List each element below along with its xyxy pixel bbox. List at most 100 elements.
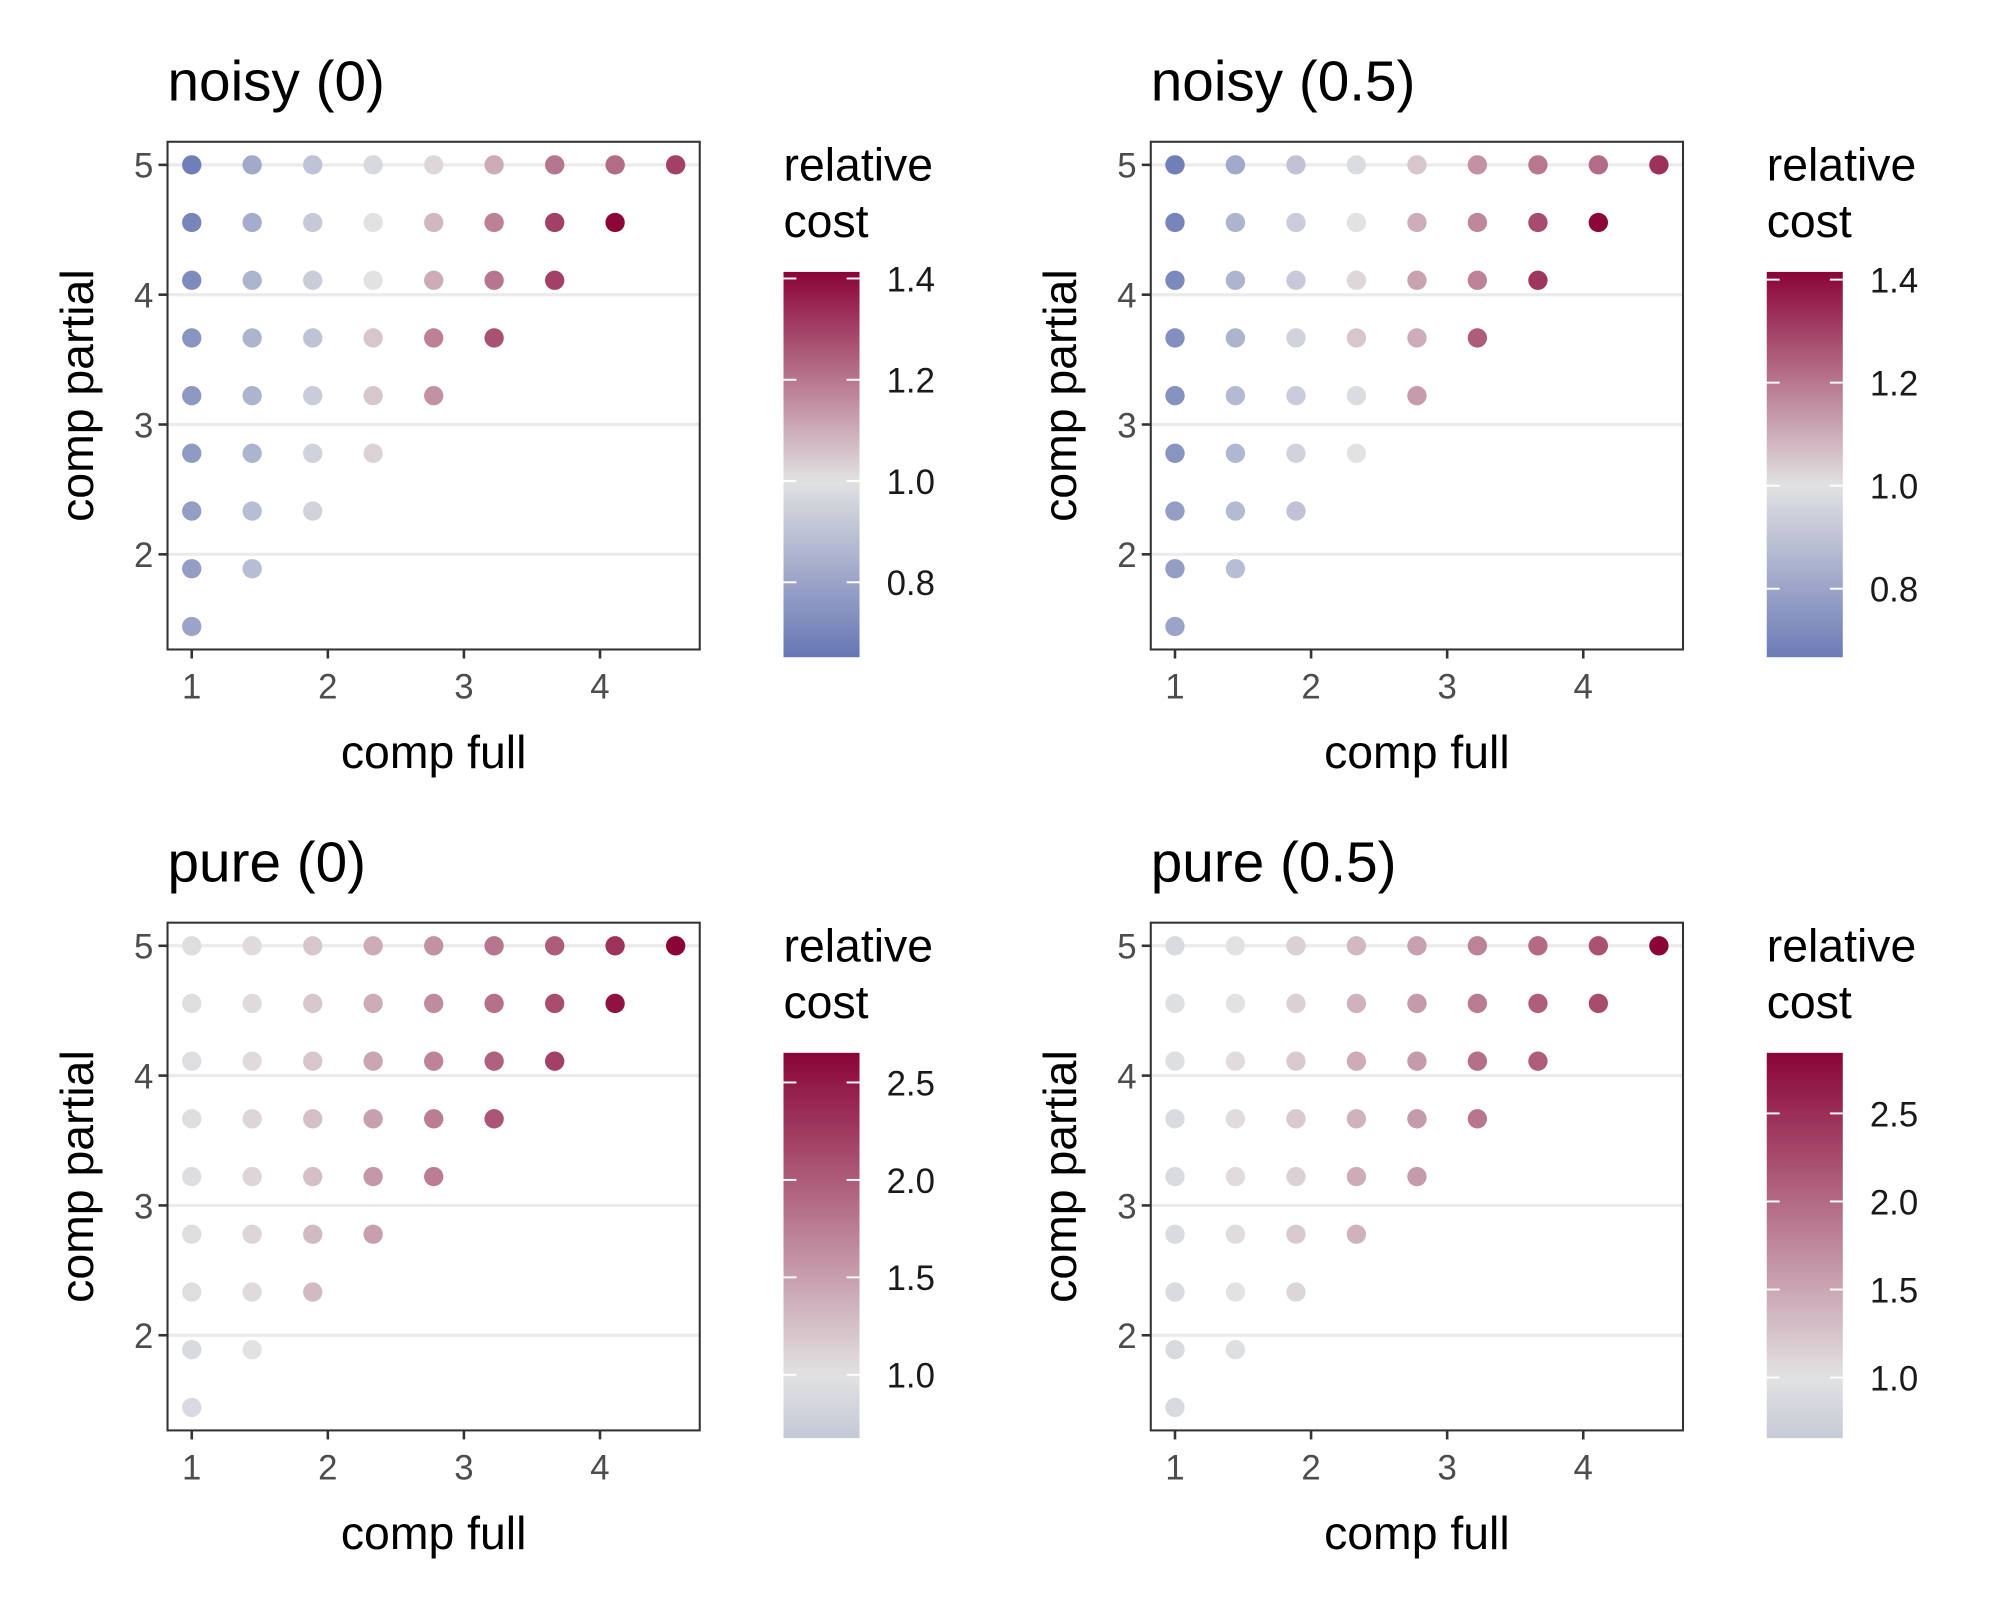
point [363,328,383,348]
x-axis-label: comp full [1324,1507,1510,1559]
point [242,328,262,348]
point [1346,270,1367,290]
point [182,328,202,348]
point [1286,936,1306,956]
point [303,1051,323,1071]
colorbar-tick-label: 1.2 [1870,366,1918,404]
point [1286,1109,1306,1129]
point [303,936,323,956]
point [363,993,383,1014]
point [1225,559,1246,579]
point [242,501,262,521]
point [363,443,383,463]
point [424,155,444,175]
colorbar-tick-label: 1.4 [887,261,935,299]
point [1467,1109,1488,1129]
point [1165,616,1185,637]
point [242,559,262,579]
point [1467,328,1488,348]
point [1225,443,1246,463]
colorbar-tick-label: 0.8 [887,565,935,603]
colorbar-tick-label: 1.2 [887,363,935,401]
point [242,1339,262,1360]
point [363,936,383,956]
point [1588,155,1609,175]
y-tick-label: 3 [1117,407,1136,445]
point [1286,1282,1306,1302]
point [1467,270,1488,290]
point [1165,1109,1185,1129]
point [1286,1166,1306,1187]
colorbar-tick-label: 1.0 [887,464,935,502]
point [182,155,202,175]
point [363,155,383,175]
point [484,1051,504,1071]
point [182,559,202,579]
point [1528,270,1548,290]
x-tick-label: 4 [590,1449,609,1487]
y-tick-label: 4 [1117,1058,1136,1096]
point [545,1051,565,1071]
point [1165,212,1185,233]
point [182,1339,202,1360]
point [1286,328,1306,348]
point [363,1224,383,1244]
point [1286,270,1306,290]
point [1165,1166,1185,1187]
panel: pure (0) 2 3 4 5 1 2 3 4 comp full comp partial rel… [51,831,935,1559]
point [1286,386,1306,406]
x-tick-label: 4 [1574,1449,1593,1487]
point [303,155,323,175]
point [1225,155,1246,175]
colorbar [783,271,860,658]
point [1346,1051,1367,1071]
point [182,501,202,521]
panel-title: noisy (0.5) [1151,51,1416,114]
y-axis-label: comp partial [1034,1050,1086,1303]
point [1225,1051,1246,1071]
point [1467,1051,1488,1071]
y-tick-label: 2 [1117,537,1136,575]
point [1165,1282,1185,1302]
point [1165,1051,1185,1071]
point [1286,501,1306,521]
x-tick-label: 2 [1301,1449,1320,1487]
y-tick-label: 5 [134,929,153,967]
point [303,1224,323,1244]
point [1165,559,1185,579]
point [182,616,202,637]
colorbar-title: cost [1767,976,1852,1028]
y-axis-label: comp partial [51,269,103,522]
point [1588,936,1609,956]
point [242,212,262,233]
point [1225,328,1246,348]
y-axis-label: comp partial [51,1050,103,1303]
point [1225,993,1246,1014]
colorbar-tick-label: 1.4 [1870,263,1918,301]
colorbar-title: relative [784,919,934,971]
point [1165,328,1185,348]
y-tick-label: 3 [134,407,153,445]
point [1528,993,1548,1014]
point [363,212,383,233]
panel-border [166,921,701,1432]
point [545,155,565,175]
point [242,1224,262,1244]
point [1467,993,1488,1014]
colorbar-tick-label: 1.0 [1870,469,1918,507]
point [1407,212,1427,233]
point [545,993,565,1014]
point [1165,993,1185,1014]
colorbar-tick-label: 1.5 [887,1260,935,1298]
x-tick-label: 2 [1301,668,1320,706]
point [242,1051,262,1071]
point [303,501,323,521]
panel: noisy (0) 2 3 4 5 1 2 3 4 comp full comp partial re… [51,51,935,779]
colorbar-tick-label: 1.0 [1870,1360,1918,1398]
colorbar-tick-label: 2.5 [1870,1096,1918,1134]
x-tick-label: 2 [318,668,337,706]
y-tick-label: 5 [1117,148,1136,186]
panel: noisy (0.5) 2 3 4 5 1 2 3 4 comp full comp partial… [1034,51,1918,779]
panel-border [1149,140,1685,651]
